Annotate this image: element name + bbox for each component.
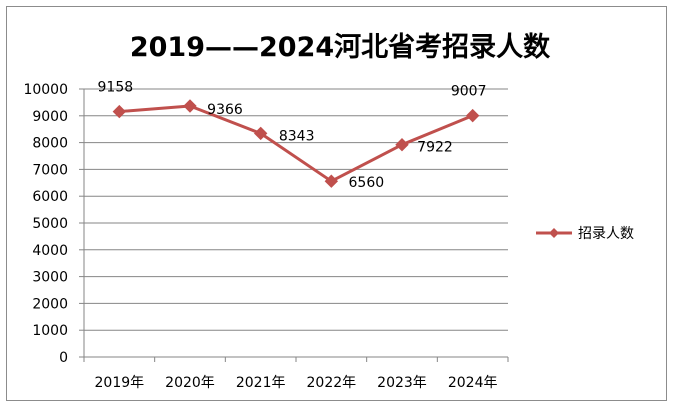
data-point-marker	[112, 104, 127, 119]
y-axis-tick-label: 10000	[23, 82, 68, 98]
x-axis-tick-label: 2021年	[236, 375, 286, 391]
gridlines	[84, 88, 508, 331]
data-label: 9366	[207, 102, 243, 118]
chart-title: 2019——2024河北省考招录人数	[130, 32, 551, 63]
data-point-marker	[465, 108, 480, 123]
data-point-marker	[253, 126, 268, 141]
legend: 招录人数	[536, 226, 634, 242]
data-label: 7922	[417, 140, 453, 156]
y-axis-tick-label: 9000	[32, 109, 68, 125]
y-axis-tick-label: 5000	[32, 216, 68, 232]
data-labels: 9158 9366 8343 6560 7922 9007	[98, 80, 487, 192]
data-point-marker	[183, 99, 197, 113]
y-axis-tick-label: 8000	[32, 136, 68, 152]
legend-marker-icon	[549, 228, 559, 238]
y-axis-tick-label: 3000	[32, 270, 68, 286]
data-label: 9007	[451, 84, 487, 100]
y-axis-tick-label: 4000	[32, 243, 68, 259]
y-axis-tick-label: 2000	[32, 296, 68, 312]
legend-entry-label: 招录人数	[578, 226, 634, 242]
data-label: 9158	[98, 80, 134, 96]
data-markers	[112, 99, 480, 188]
x-axis-tick-label: 2024年	[448, 375, 498, 391]
data-label: 8343	[279, 128, 315, 144]
y-axis-tick-labels: 0 1000 2000 3000 4000 5000 6000 7000 8000 9000 100…	[23, 82, 68, 366]
axes	[79, 88, 509, 362]
data-point-marker	[395, 137, 409, 152]
y-axis-tick-label: 7000	[32, 162, 68, 178]
x-axis-tick-label: 2019年	[95, 375, 145, 391]
x-axis-tick-label: 2023年	[377, 375, 427, 391]
x-axis-tick-labels: 2019年 2020年 2021年 2022年 2023年 2024年	[95, 375, 498, 391]
chart-frame	[6, 6, 667, 401]
y-axis-tick-label: 6000	[32, 189, 68, 205]
x-axis-tick-label: 2022年	[307, 375, 357, 391]
series-line	[119, 104, 474, 183]
series-lines	[119, 104, 474, 183]
data-label: 6560	[349, 175, 385, 191]
y-axis-tick-label: 1000	[32, 323, 68, 339]
data-point-marker	[324, 174, 339, 188]
y-axis-tick-label: 0	[59, 350, 68, 366]
x-axis-tick-label: 2020年	[165, 375, 215, 391]
